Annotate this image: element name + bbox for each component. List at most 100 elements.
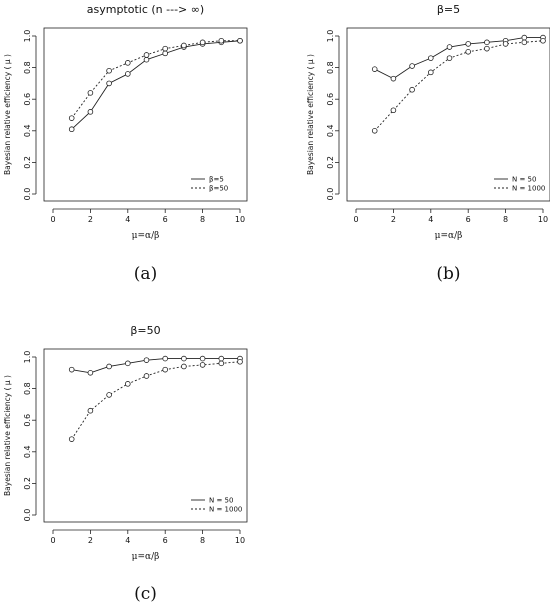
data-point	[409, 63, 415, 69]
data-point	[521, 39, 528, 46]
x-tick-label: 8	[503, 215, 508, 224]
y-tick-label: 0.2	[326, 156, 335, 169]
data-point	[143, 52, 150, 58]
chart-panel: β=5 0 2 4 6 8 10 μ=α/β 0.0 0.2 0.4 0.6 0.8 1.0 Bayesia…	[306, 3, 550, 284]
y-tick-label: 0.4	[23, 124, 32, 137]
x-tick-label: 4	[125, 536, 130, 545]
chart-panel: β=50 0 2 4 6 8 10 μ=α/β 0.0 0.2 0.4 0.6 0.8 1.0 Bayesi…	[3, 324, 248, 604]
y-tick-label: 0.8	[23, 382, 32, 395]
data-point	[484, 39, 490, 46]
data-point	[106, 80, 112, 87]
data-point	[143, 56, 150, 63]
y-tick-label: 0.6	[23, 414, 32, 427]
legend-label: β=50	[209, 185, 228, 193]
legend: N = 50N = 1000	[191, 497, 242, 514]
y-tick-label: 1.0	[23, 30, 32, 43]
data-point	[218, 355, 225, 362]
y-axis-label: Bayesian relative efficiency ( μ )	[3, 375, 12, 496]
x-tick-label: 4	[125, 215, 130, 224]
x-axis-label: μ=α/β	[132, 231, 160, 241]
data-point	[87, 90, 94, 96]
series-line	[374, 37, 543, 80]
series-line	[71, 40, 240, 119]
panel-letter: (a)	[134, 264, 157, 284]
data-point	[162, 50, 169, 57]
data-point	[199, 39, 206, 46]
legend-label: N = 1000	[512, 185, 545, 193]
data-point	[106, 392, 112, 398]
data-point	[409, 86, 415, 93]
data-point	[199, 355, 206, 362]
data-point	[484, 45, 490, 52]
x-tick-label: 2	[391, 215, 396, 224]
y-tick-label: 0.0	[23, 188, 32, 201]
x-axis-label: μ=α/β	[435, 231, 463, 241]
data-point	[446, 55, 453, 61]
x-tick-label: 10	[538, 215, 548, 224]
x-tick-label: 0	[353, 215, 358, 224]
data-point	[87, 369, 94, 376]
data-point	[68, 115, 75, 121]
data-point	[143, 357, 150, 363]
x-axis-label: μ=α/β	[132, 552, 160, 562]
legend: β=5β=50	[191, 176, 228, 193]
chart-title: asymptotic (n ---> ∞)	[87, 3, 204, 16]
data-point	[181, 42, 187, 49]
y-tick-label: 0.0	[326, 188, 335, 201]
data-point	[68, 126, 75, 133]
data-point	[106, 363, 112, 370]
panel-letter: (b)	[436, 264, 460, 284]
data-point	[125, 381, 131, 387]
data-point	[68, 436, 75, 442]
y-tick-label: 0.8	[23, 61, 32, 74]
data-point	[106, 67, 112, 74]
plot-frame	[43, 27, 248, 202]
legend-label: β=5	[209, 176, 224, 184]
x-tick-label: 8	[200, 536, 205, 545]
data-point	[465, 48, 472, 55]
y-tick-label: 1.0	[23, 351, 32, 364]
data-point	[218, 37, 225, 44]
data-point	[181, 355, 187, 362]
y-tick-label: 1.0	[326, 30, 335, 43]
data-point	[371, 66, 378, 72]
x-tick-label: 2	[88, 536, 93, 545]
chart-panel: asymptotic (n ---> ∞) 0 2 4 6 8 10 μ=α/β 0.0 0.2 0…	[3, 3, 248, 284]
data-point	[427, 69, 434, 76]
chart-title: β=50	[130, 324, 160, 337]
data-point	[371, 128, 378, 134]
plot-frame	[346, 27, 550, 202]
y-tick-label: 0.6	[326, 93, 335, 106]
x-tick-label: 0	[50, 215, 55, 224]
data-point	[199, 362, 206, 368]
plot-frame	[43, 348, 248, 523]
series-line	[71, 40, 241, 130]
series-line	[71, 358, 240, 374]
x-tick-label: 0	[50, 536, 55, 545]
data-point	[446, 44, 453, 50]
x-tick-label: 6	[466, 215, 471, 224]
data-point	[237, 358, 243, 365]
data-point	[162, 366, 169, 373]
y-tick-label: 0.4	[326, 124, 335, 137]
y-tick-label: 0.6	[23, 93, 32, 106]
y-tick-label: 0.4	[23, 445, 32, 458]
data-point	[390, 107, 397, 114]
x-tick-label: 10	[235, 215, 245, 224]
x-tick-label: 10	[235, 536, 245, 545]
x-tick-label: 4	[428, 215, 433, 224]
panel-letter: (c)	[134, 584, 157, 604]
data-point	[465, 41, 472, 47]
data-point	[390, 75, 397, 82]
data-point	[237, 37, 243, 44]
y-tick-label: 0.0	[23, 509, 32, 522]
data-point	[162, 355, 169, 362]
data-point	[87, 109, 94, 115]
data-point	[125, 360, 131, 367]
legend: N = 50N = 1000	[494, 176, 545, 193]
legend-label: N = 50	[512, 176, 536, 184]
series-line	[374, 40, 544, 132]
data-point	[521, 34, 528, 41]
data-point	[125, 71, 131, 77]
data-point	[218, 360, 225, 367]
